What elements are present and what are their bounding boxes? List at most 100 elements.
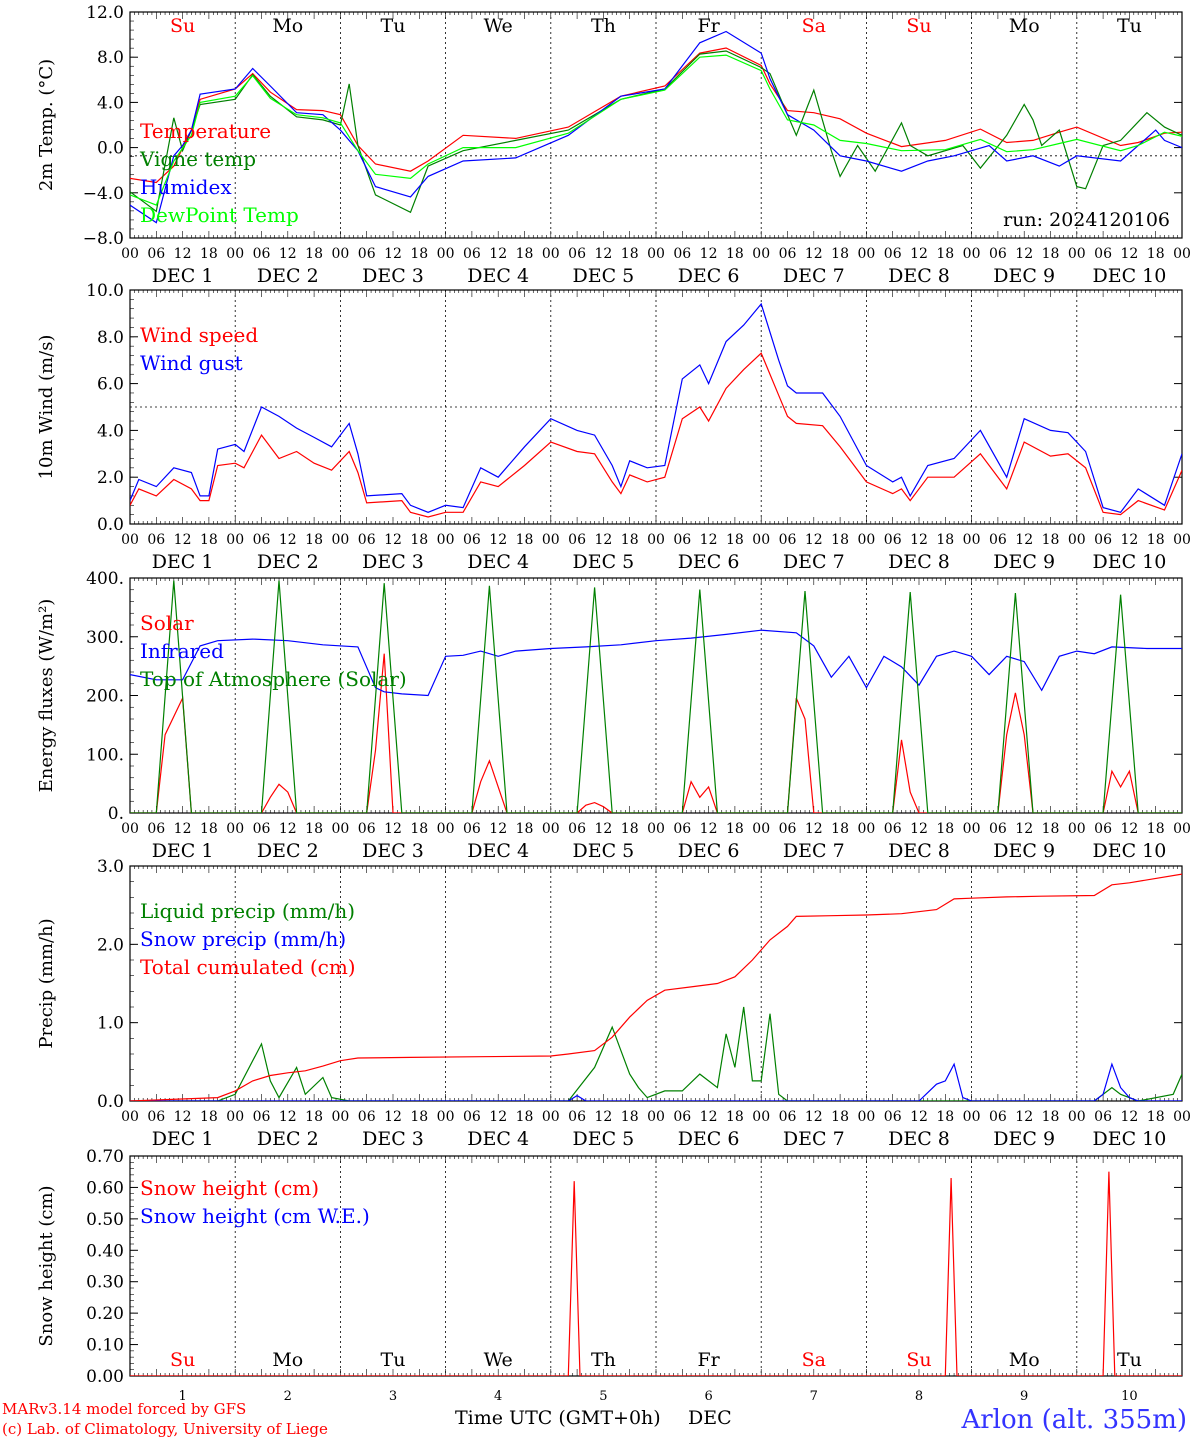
- hour-label: 00: [1068, 821, 1086, 837]
- date-label: DEC 4: [467, 265, 529, 287]
- hour-label: 18: [1042, 821, 1060, 837]
- legend-entry: Wind speed: [140, 323, 258, 347]
- hour-label: 06: [884, 1109, 902, 1125]
- day-number-label: 1: [178, 1389, 186, 1404]
- day-number-label: 3: [389, 1389, 397, 1404]
- hour-label: 00: [752, 1109, 770, 1125]
- hour-label: 18: [621, 1109, 639, 1125]
- hour-label: 06: [989, 532, 1007, 548]
- hour-label: 12: [1015, 532, 1033, 548]
- hour-label: 06: [1094, 821, 1112, 837]
- date-label: DEC 7: [783, 265, 845, 287]
- hour-label: 00: [1173, 246, 1191, 262]
- hour-label: 06: [253, 246, 271, 262]
- hour-label: 12: [594, 1109, 612, 1125]
- date-label: DEC 10: [1092, 1128, 1166, 1150]
- hour-label: 12: [594, 246, 612, 262]
- date-label: DEC 9: [993, 265, 1055, 287]
- hour-label: 00: [331, 532, 349, 548]
- hour-label: 12: [174, 821, 192, 837]
- hour-label: 00: [542, 1109, 560, 1125]
- legend-entry: Vigne temp: [139, 147, 256, 171]
- date-label: DEC 7: [783, 1128, 845, 1150]
- y-tick-label: 0.0: [97, 1092, 124, 1112]
- weekday-label: Mo: [272, 1349, 303, 1371]
- hour-label: 06: [463, 246, 481, 262]
- hour-label: 18: [1147, 246, 1165, 262]
- y-tick-label: 4.0: [97, 421, 124, 441]
- hour-label: 00: [1068, 532, 1086, 548]
- hour-label: 00: [1068, 246, 1086, 262]
- footer: MARv3.14 model forced by GFS (c) Lab. of…: [2, 1400, 1187, 1438]
- y-axis-title: 2m Temp. (°C): [36, 59, 57, 191]
- hour-label: 00: [857, 532, 875, 548]
- hour-label: 18: [621, 821, 639, 837]
- y-tick-label: 0.40: [86, 1241, 124, 1261]
- hour-label: 06: [253, 821, 271, 837]
- hour-label: 18: [1042, 1109, 1060, 1125]
- hour-label: 12: [384, 1109, 402, 1125]
- hour-label: 12: [1120, 532, 1138, 548]
- hour-label: 00: [121, 821, 139, 837]
- hour-label: 18: [831, 821, 849, 837]
- y-tick-label: −4.0: [83, 184, 124, 204]
- date-label: DEC 3: [362, 840, 424, 862]
- hour-label: 12: [1120, 1109, 1138, 1125]
- hour-label: 00: [647, 821, 665, 837]
- hour-label: 18: [1147, 532, 1165, 548]
- hour-label: 18: [936, 1109, 954, 1125]
- day-number-label: 8: [915, 1389, 923, 1404]
- hour-label: 06: [884, 532, 902, 548]
- series-line-snow-precip-mm-h-: [130, 1062, 1182, 1101]
- series-line-humidex: [130, 30, 1182, 224]
- hour-label: 06: [463, 1109, 481, 1125]
- hour-label: 00: [331, 821, 349, 837]
- date-label: DEC 9: [993, 1128, 1055, 1150]
- hour-label: 00: [963, 821, 981, 837]
- hour-label: 12: [1015, 246, 1033, 262]
- hour-label: 18: [516, 821, 534, 837]
- chart-panel-3: 0. 100. 200. 300. 400. Energy fluxes (W/m²) So…: [36, 569, 1191, 862]
- hour-label: 12: [805, 246, 823, 262]
- hour-label: 00: [542, 532, 560, 548]
- day-number-label: 5: [599, 1389, 607, 1404]
- hour-label: 06: [568, 821, 586, 837]
- chart-panel-2: 0.0 2.0 4.0 6.0 8.0 10.0 10m Wind (m/s) Wind sp…: [36, 281, 1191, 573]
- date-label: DEC 1: [152, 840, 214, 862]
- y-tick-label: 2.0: [97, 935, 124, 955]
- hour-label: 06: [673, 246, 691, 262]
- date-label: DEC 8: [888, 265, 950, 287]
- date-label: DEC 7: [783, 840, 845, 862]
- date-label: DEC 4: [467, 551, 529, 573]
- hour-label: 00: [963, 1109, 981, 1125]
- date-label: DEC 9: [993, 840, 1055, 862]
- weekday-label: Sa: [802, 15, 826, 37]
- x-axis-title-suffix: DEC: [688, 1407, 732, 1429]
- series-line-wind-gust: [130, 302, 1182, 513]
- hour-label: 12: [489, 532, 507, 548]
- hour-label: 18: [305, 821, 323, 837]
- weekday-label: Tu: [1117, 1349, 1142, 1371]
- hour-label: 00: [331, 1109, 349, 1125]
- hour-label: 18: [410, 246, 428, 262]
- hour-label: 18: [831, 532, 849, 548]
- legend-entry: Snow precip (mm/h): [140, 927, 346, 951]
- hour-label: 12: [174, 532, 192, 548]
- hour-label: 00: [121, 1109, 139, 1125]
- y-axis-title: Precip (mm/h): [36, 918, 57, 1048]
- hour-label: 12: [910, 1109, 928, 1125]
- y-tick-label: 0.70: [86, 1147, 124, 1167]
- legend-entry: Infrared: [140, 639, 224, 663]
- hour-label: 00: [752, 246, 770, 262]
- weekday-label: Th: [591, 15, 616, 37]
- hour-label: 00: [963, 246, 981, 262]
- hour-label: 12: [1120, 821, 1138, 837]
- series-group: [130, 30, 1182, 224]
- hour-label: 06: [989, 1109, 1007, 1125]
- weekday-label: Mo: [272, 15, 303, 37]
- date-label: DEC 6: [678, 840, 740, 862]
- y-tick-label: 400.: [86, 569, 124, 589]
- series-line-temperature: [130, 47, 1182, 184]
- y-tick-label: 12.0: [86, 3, 124, 23]
